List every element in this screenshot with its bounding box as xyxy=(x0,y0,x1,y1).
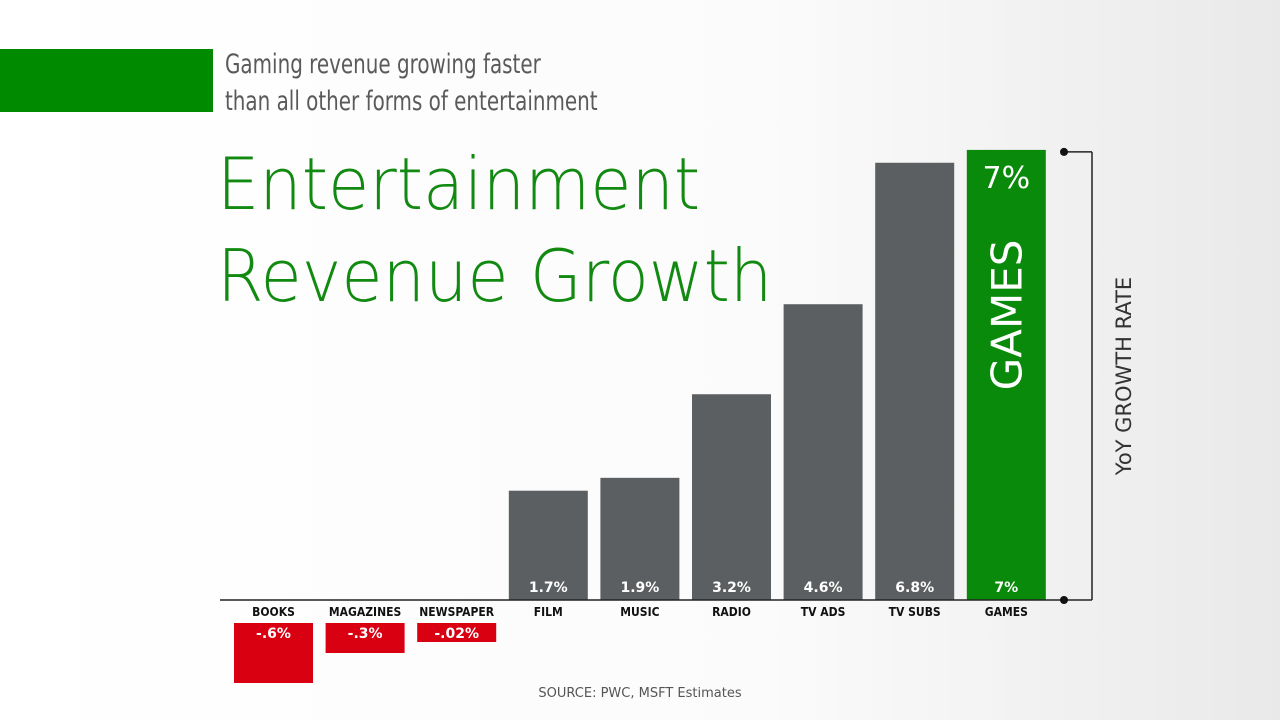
bar-film xyxy=(508,490,588,600)
subtitle: Gaming revenue growing faster than all o… xyxy=(225,46,598,120)
subtitle-line-2: than all other forms of entertainment xyxy=(225,86,598,117)
value-label-radio: 3.2% xyxy=(712,580,751,596)
bar-music xyxy=(600,477,680,600)
category-label-tv-ads: TV ADS xyxy=(801,605,846,619)
value-label-books: -.6% xyxy=(256,626,291,642)
subtitle-line-1: Gaming revenue growing faster xyxy=(225,49,541,80)
page-title: Entertainment Revenue Growth xyxy=(217,138,772,322)
value-label-music: 1.9% xyxy=(620,580,659,596)
bar-books xyxy=(234,623,313,683)
bar-magazines xyxy=(325,623,405,653)
accent-bar xyxy=(0,49,213,112)
bar-tv-ads xyxy=(783,304,863,600)
category-label-magazines: MAGAZINES xyxy=(329,605,401,619)
bar-newspaper xyxy=(417,623,497,642)
value-label-games: 7% xyxy=(994,580,1018,596)
value-label-tv-subs: 6.8% xyxy=(895,580,934,596)
category-label-games: GAMES xyxy=(985,605,1028,619)
source-note: SOURCE: PWC, MSFT Estimates xyxy=(538,686,742,701)
games-bar-label: GAMES xyxy=(982,240,1031,391)
category-label-newspaper: NEWSPAPER xyxy=(419,605,495,619)
category-label-books: BOOKS xyxy=(252,605,295,619)
value-label-tv-ads: 4.6% xyxy=(804,580,843,596)
bracket-top-dot xyxy=(1060,147,1068,156)
title-line-1: Entertainment xyxy=(217,142,701,226)
bar-games xyxy=(966,149,1046,600)
category-label-tv-subs: TV SUBS xyxy=(889,605,941,619)
value-label-film: 1.7% xyxy=(529,580,568,596)
category-label-music: MUSIC xyxy=(620,605,659,619)
games-top-label: 7% xyxy=(983,161,1031,196)
bar-radio xyxy=(692,394,771,600)
title-line-2: Revenue Growth xyxy=(217,234,773,318)
category-label-radio: RADIO xyxy=(712,605,751,619)
y-axis-label: YoY GROWTH RATE xyxy=(1112,277,1136,476)
bar-tv-subs xyxy=(875,162,955,600)
value-label-magazines: -.3% xyxy=(348,626,383,642)
category-label-film: FILM xyxy=(534,605,563,619)
value-label-newspaper: -.02% xyxy=(434,626,479,642)
bracket-bottom-dot xyxy=(1060,596,1068,604)
